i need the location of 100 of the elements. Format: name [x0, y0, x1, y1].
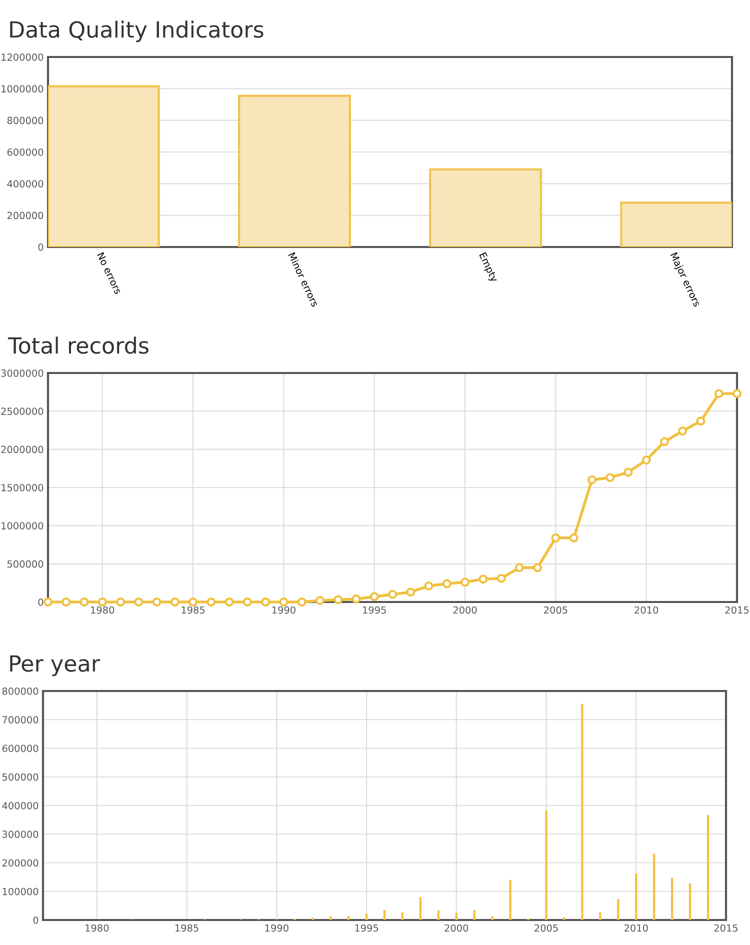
- y-tick-label: 500000: [7, 560, 44, 568]
- y-tick-label: 200000: [7, 212, 44, 220]
- point: [334, 595, 343, 604]
- point: [442, 579, 452, 588]
- y-tick-label: 3000000: [1, 369, 44, 377]
- point: [642, 456, 651, 465]
- bar: [48, 85, 160, 247]
- bar: [599, 912, 602, 920]
- point: [714, 389, 724, 398]
- point: [206, 597, 216, 607]
- bar: [365, 914, 368, 920]
- point: [297, 597, 306, 607]
- y-tick-label: 2500000: [1, 408, 44, 415]
- point: [62, 597, 71, 607]
- bar: [620, 202, 732, 247]
- point: [352, 594, 361, 604]
- x-tick-label: 1980: [86, 924, 109, 932]
- bar: [706, 814, 710, 920]
- y-tick-label: 600000: [2, 744, 38, 752]
- x-tick-label: 1990: [272, 606, 296, 614]
- bar: [437, 910, 440, 920]
- point: [732, 389, 742, 398]
- bar: [473, 910, 476, 920]
- bar: [383, 910, 386, 920]
- x-tick-label: 1995: [363, 606, 386, 614]
- y-tick-label: 300000: [2, 830, 38, 838]
- point: [188, 597, 198, 607]
- y-tick-label: 700000: [2, 716, 38, 724]
- point: [406, 588, 416, 597]
- x-tick-label: 2000: [444, 924, 468, 932]
- point: [533, 563, 542, 572]
- point: [424, 581, 434, 590]
- bar: [347, 916, 350, 920]
- point: [551, 533, 560, 542]
- y-tick-label: 200000: [2, 859, 38, 867]
- point: [478, 574, 488, 584]
- bar: [491, 916, 494, 920]
- bar: [401, 912, 404, 920]
- y-tick-label: 800000: [7, 116, 44, 124]
- point: [152, 597, 162, 607]
- point: [242, 597, 252, 607]
- point: [261, 597, 270, 607]
- point: [43, 597, 53, 607]
- point: [98, 597, 107, 607]
- point: [315, 596, 324, 605]
- bar: [617, 899, 620, 920]
- x-tick-label: Minor errors: [288, 252, 320, 308]
- y-tick-label: 0: [38, 598, 44, 606]
- x-tick-label: No errors: [96, 252, 122, 295]
- x-tick-label: 2010: [634, 606, 658, 614]
- bar: [545, 810, 548, 920]
- chart-title: Total records: [8, 336, 148, 354]
- y-tick-label: 1500000: [2, 484, 44, 492]
- y-tick-label: 800000: [2, 687, 38, 695]
- point: [496, 574, 506, 583]
- point: [606, 473, 615, 482]
- y-tick-label: 400000: [2, 802, 38, 810]
- point: [696, 416, 706, 426]
- x-tick-label: 2000: [453, 606, 477, 614]
- y-tick-label: 2000000: [1, 446, 44, 454]
- point: [388, 590, 398, 599]
- x-tick-label: 2015: [714, 924, 738, 932]
- point: [116, 597, 126, 607]
- point: [514, 563, 524, 572]
- bar: [330, 916, 332, 920]
- point: [170, 597, 180, 607]
- y-tick-label: 400000: [7, 180, 44, 188]
- x-tick-label: 1995: [355, 924, 378, 932]
- point: [279, 597, 288, 607]
- point: [370, 592, 379, 602]
- x-tick-label: 1990: [265, 924, 288, 932]
- y-tick-label: 0: [33, 916, 38, 924]
- y-tick-label: 1200000: [2, 53, 44, 61]
- x-tick-label: 1985: [175, 924, 198, 932]
- bar: [419, 897, 422, 920]
- bar: [688, 883, 692, 920]
- point: [134, 597, 144, 607]
- y-tick-label: 100000: [2, 888, 38, 896]
- y-tick-label: 600000: [7, 148, 44, 156]
- bar: [238, 94, 351, 247]
- point: [678, 426, 688, 436]
- x-tick-label: 2010: [624, 924, 648, 932]
- bar: [455, 912, 458, 920]
- bar: [581, 704, 584, 920]
- bar: [653, 854, 656, 920]
- point: [587, 475, 596, 484]
- chart-title: Per year: [10, 655, 100, 676]
- bar: [509, 880, 512, 920]
- bar: [671, 878, 674, 920]
- point: [569, 533, 578, 542]
- point: [460, 578, 470, 587]
- y-tick-label: 0: [38, 243, 44, 251]
- x-tick-label: 1985: [182, 606, 205, 614]
- y-tick-label: 1000000: [2, 522, 44, 530]
- x-tick-label: 1980: [91, 606, 114, 614]
- point: [624, 468, 633, 477]
- x-tick-label: 2015: [725, 606, 749, 614]
- y-tick-label: 1000000: [2, 85, 44, 92]
- x-tick-label: Major errors: [668, 252, 702, 308]
- chart-title: Data Quality Indicators: [10, 20, 264, 42]
